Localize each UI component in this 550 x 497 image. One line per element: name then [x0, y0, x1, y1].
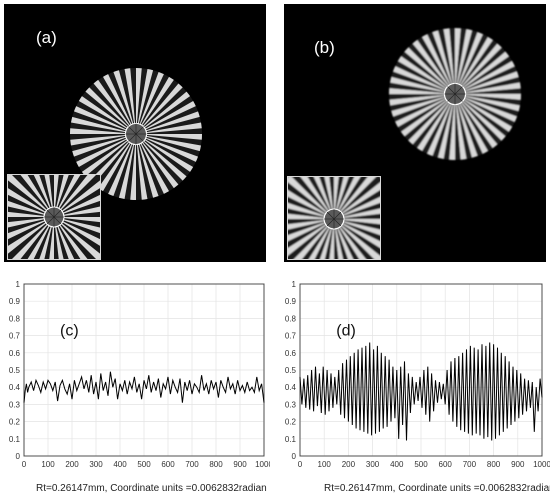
y-tick-label: 0.1: [285, 435, 297, 444]
y-tick-label: 0.2: [9, 418, 21, 427]
y-tick-label: 0: [292, 452, 297, 461]
y-tick-label: 0.7: [9, 332, 21, 341]
x-tick-label: 400: [113, 460, 127, 469]
x-tick-label: 0: [298, 460, 303, 469]
x-tick-label: 300: [366, 460, 380, 469]
x-tick-label: 400: [390, 460, 404, 469]
x-tick-label: 100: [318, 460, 332, 469]
x-tick-label: 900: [511, 460, 525, 469]
x-tick-label: 500: [137, 460, 151, 469]
y-tick-label: 0.8: [285, 314, 297, 323]
x-tick-label: 700: [463, 460, 477, 469]
y-tick-label: 0.1: [9, 435, 21, 444]
chart-c-xlabel: Rt=0.26147mm, Coordinate units =0.006283…: [36, 483, 267, 494]
x-tick-label: 700: [185, 460, 199, 469]
chart-d: 0 0.1 0.2 0.3 0.4 0.5 0.6 0.7 0.8 0.9 1 0 100 200 300 4…: [285, 280, 550, 469]
star-a-spokes: [70, 68, 202, 200]
x-tick-label: 0: [22, 460, 27, 469]
x-tick-label: 1000: [255, 460, 270, 469]
inset-star-b: [288, 177, 380, 259]
star-a-inset-spokes: [8, 175, 100, 259]
y-tick-label: 0.5: [285, 366, 297, 375]
panel-b-image: (b): [284, 4, 546, 262]
series-line: [23, 371, 265, 403]
panel-a-label: (a): [36, 28, 57, 47]
y-tick-label: 0.7: [285, 332, 297, 341]
y-tick-label: 1: [16, 280, 21, 289]
x-tick-label: 300: [89, 460, 103, 469]
x-tick-label: 600: [439, 460, 453, 469]
y-tick-label: 0.3: [9, 400, 21, 409]
x-tick-label: 900: [233, 460, 247, 469]
y-tick-label: 0.9: [285, 297, 297, 306]
panel-b-label: (b): [314, 38, 335, 57]
siemens-star-b: [389, 28, 521, 160]
x-tick-label: 200: [342, 460, 356, 469]
panel-b-inset: [287, 176, 381, 260]
y-tick-label: 0.8: [9, 314, 21, 323]
y-tick-label: 1: [292, 280, 297, 289]
chart-panel-label: (c): [60, 323, 79, 340]
x-tick-label: 200: [65, 460, 79, 469]
x-tick-label: 500: [414, 460, 428, 469]
y-tick-label: 0.9: [9, 297, 21, 306]
y-tick-label: 0.6: [285, 349, 297, 358]
y-tick-label: 0.3: [285, 400, 297, 409]
y-tick-label: 0.6: [9, 349, 21, 358]
y-tick-label: 0: [16, 452, 21, 461]
y-tick-label: 0.4: [9, 383, 21, 392]
chart-c: 0 0.1 0.2 0.3 0.4 0.5 0.6 0.7 0.8 0.9 1 0 100 200 300 4…: [9, 280, 270, 469]
chart-d-xlabel: Rt=0.26147mm, Coordinate units =0.006283…: [324, 483, 550, 494]
siemens-star-a: [70, 68, 202, 200]
x-tick-label: 100: [41, 460, 55, 469]
series-line: [299, 342, 543, 441]
x-tick-label: 1000: [533, 460, 550, 469]
panel-a-image: (a): [4, 4, 266, 262]
x-tick-label: 800: [487, 460, 501, 469]
y-tick-label: 0.2: [285, 418, 297, 427]
x-tick-label: 800: [209, 460, 223, 469]
y-tick-label: 0.5: [9, 366, 21, 375]
x-tick-label: 600: [161, 460, 175, 469]
inset-star-a: [8, 175, 100, 259]
chart-panel-label: (d): [336, 323, 356, 340]
y-tick-label: 0.4: [285, 383, 297, 392]
panel-a-inset: [7, 174, 101, 260]
